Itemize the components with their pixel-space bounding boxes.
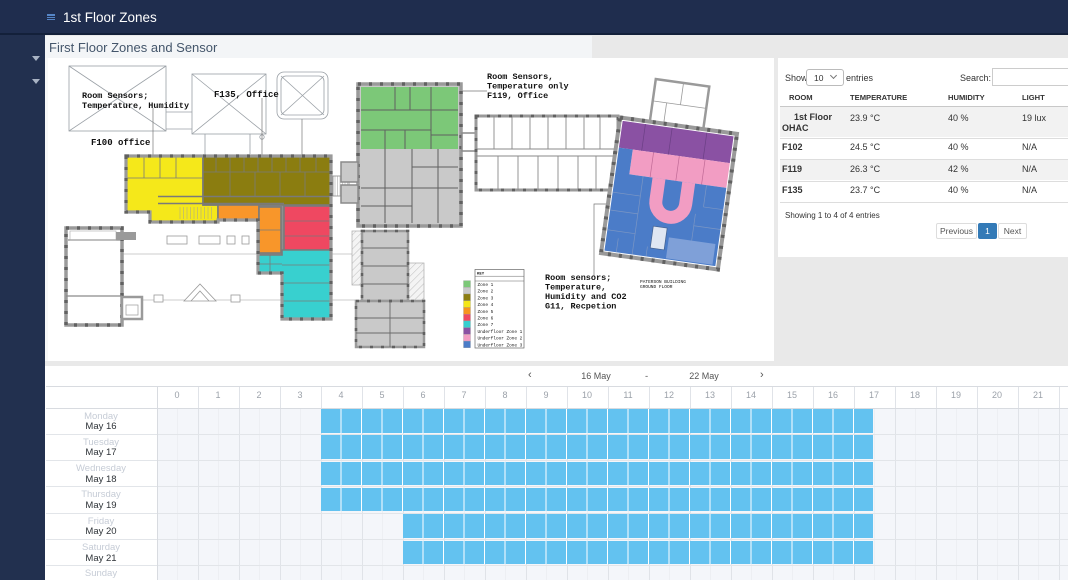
svg-text:KEY: KEY: [477, 273, 485, 277]
svg-text:Zone 5: Zone 5: [478, 310, 494, 315]
svg-text:Temperature,: Temperature,: [545, 283, 606, 293]
svg-text:Zone 1: Zone 1: [478, 283, 494, 288]
svg-text:F119, Office: F119, Office: [487, 91, 548, 101]
svg-text:Underfloor Zone 3: Underfloor Zone 3: [478, 343, 523, 348]
svg-text:Zone 4: Zone 4: [478, 303, 494, 308]
svg-text:Zone 2: Zone 2: [478, 290, 494, 295]
svg-text:Room Sensors,: Room Sensors,: [487, 72, 553, 82]
svg-text:Temperature, Humidity: Temperature, Humidity: [82, 101, 189, 111]
svg-text:Zone 3: Zone 3: [478, 296, 494, 301]
svg-text:G11, Recpetion: G11, Recpetion: [545, 302, 616, 312]
svg-text:F135, Office: F135, Office: [214, 90, 279, 100]
svg-text:Underfloor Zone 2: Underfloor Zone 2: [478, 337, 523, 342]
svg-text:Room sensors;: Room sensors;: [545, 273, 611, 283]
svg-text:Room Sensors;: Room Sensors;: [82, 91, 148, 101]
svg-text:Zone 6: Zone 6: [478, 317, 494, 322]
svg-text:Temperature only: Temperature only: [487, 82, 569, 92]
svg-text:Humidity and CO2: Humidity and CO2: [545, 292, 627, 302]
svg-text:GROUND FLOOR: GROUND FLOOR: [640, 284, 673, 290]
svg-text:PATERSON BUILDING: PATERSON BUILDING: [640, 279, 686, 285]
svg-text:Zone 7: Zone 7: [478, 323, 494, 328]
svg-text:Underfloor Zone 1: Underfloor Zone 1: [478, 330, 523, 335]
svg-text:F100 office: F100 office: [91, 138, 150, 148]
